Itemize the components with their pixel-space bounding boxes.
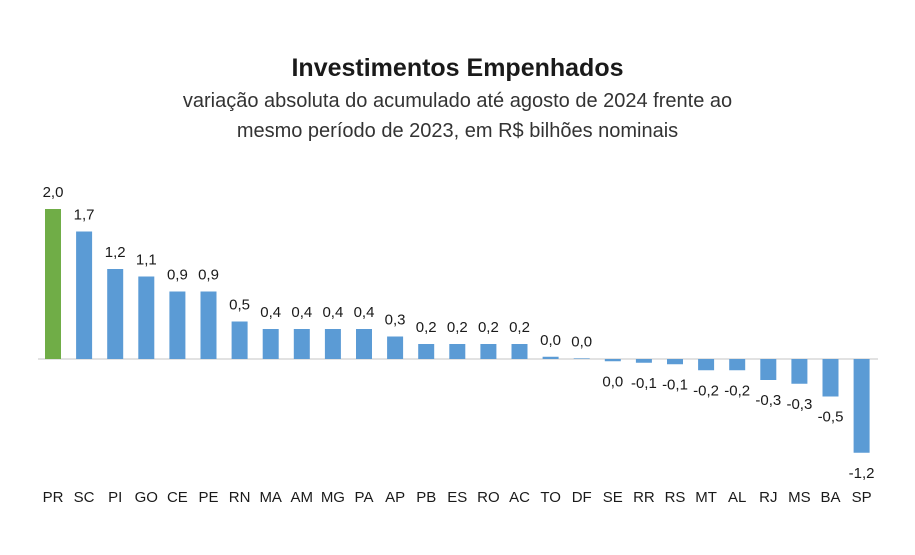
- category-label-pa: PA: [355, 489, 374, 506]
- category-label-pe: PE: [198, 489, 218, 506]
- category-label-sp: SP: [852, 489, 872, 506]
- bar-ms: [791, 359, 808, 384]
- data-label-ma: 0,4: [260, 304, 281, 321]
- bar-mg: [324, 329, 341, 359]
- bar-pe: [200, 291, 217, 359]
- data-label-to: 0,0: [540, 332, 561, 349]
- category-label-sc: SC: [74, 489, 95, 506]
- bar-am: [293, 329, 310, 359]
- category-label-ro: RO: [477, 489, 500, 506]
- bar-ba: [822, 359, 839, 397]
- data-label-rj: -0,3: [755, 392, 781, 409]
- bar-pr: [45, 209, 61, 359]
- data-label-sc: 1,7: [74, 207, 95, 224]
- category-label-pr: PR: [43, 489, 64, 506]
- chart-title: Investimentos Empenhados: [291, 54, 624, 82]
- bar-ac: [511, 344, 528, 359]
- data-label-pi: 1,2: [105, 244, 126, 261]
- data-label-mt: -0,2: [693, 382, 719, 399]
- data-label-al: -0,2: [724, 382, 750, 399]
- category-label-rj: RJ: [759, 489, 777, 506]
- data-label-ap: 0,3: [385, 312, 406, 329]
- bar-go: [138, 276, 155, 359]
- category-label-es: ES: [447, 489, 467, 506]
- bar-ap: [387, 336, 404, 359]
- bar-rn: [231, 321, 248, 359]
- category-label-df: DF: [572, 489, 592, 506]
- data-label-ro: 0,2: [478, 319, 499, 336]
- data-label-am: 0,4: [291, 304, 312, 321]
- bar-al: [729, 359, 746, 371]
- bar-se: [604, 359, 621, 362]
- category-label-ma: MA: [259, 489, 282, 506]
- category-label-ce: CE: [167, 489, 188, 506]
- category-label-rr: RR: [633, 489, 655, 506]
- data-label-se: 0,0: [602, 373, 623, 390]
- data-label-rs: -0,1: [662, 376, 688, 393]
- bar-to: [542, 356, 559, 359]
- category-label-rs: RS: [665, 489, 686, 506]
- category-label-al: AL: [728, 489, 746, 506]
- data-label-pr: 2,0: [43, 184, 64, 201]
- bar-es: [449, 344, 466, 359]
- category-label-pb: PB: [416, 489, 436, 506]
- bar-pi: [107, 269, 124, 359]
- data-label-ms: -0,3: [786, 396, 812, 413]
- bar-sp: [853, 359, 870, 453]
- category-label-pi: PI: [108, 489, 122, 506]
- chart-subtitle-line-1: variação absoluta do acumulado até agost…: [182, 90, 733, 112]
- category-label-ms: MS: [788, 489, 811, 506]
- data-label-df: 0,0: [571, 333, 592, 350]
- data-label-pa: 0,4: [354, 304, 375, 321]
- data-label-ac: 0,2: [509, 319, 530, 336]
- category-label-ac: AC: [509, 489, 530, 506]
- bar-ro: [480, 344, 497, 359]
- bar-ce: [169, 291, 186, 359]
- category-label-ap: AP: [385, 489, 405, 506]
- bar-rs: [667, 359, 683, 365]
- data-label-pb: 0,2: [416, 319, 437, 336]
- category-label-mt: MT: [695, 489, 717, 506]
- bar-rr: [635, 359, 652, 363]
- category-label-mg: MG: [321, 489, 345, 506]
- data-label-pe: 0,9: [198, 267, 219, 284]
- bar-pb: [418, 344, 435, 359]
- category-label-se: SE: [603, 489, 623, 506]
- bar-pa: [356, 329, 372, 359]
- data-label-sp: -1,2: [849, 465, 875, 482]
- category-label-go: GO: [135, 489, 158, 506]
- data-label-ba: -0,5: [818, 409, 844, 426]
- category-label-ba: BA: [820, 489, 840, 506]
- data-label-ce: 0,9: [167, 267, 188, 284]
- category-label-rn: RN: [229, 489, 251, 506]
- chart-subtitle-line-2: mesmo período de 2023, em R$ bilhões nom…: [236, 120, 679, 142]
- data-label-mg: 0,4: [322, 304, 343, 321]
- bar-mt: [698, 359, 715, 371]
- category-label-to: TO: [540, 489, 561, 506]
- data-label-go: 1,1: [136, 252, 157, 269]
- bar-df: [573, 358, 590, 359]
- data-label-rn: 0,5: [229, 297, 250, 314]
- bar-sc: [76, 231, 93, 359]
- bar-rj: [760, 359, 777, 380]
- bar-ma: [262, 329, 279, 359]
- data-label-es: 0,2: [447, 319, 468, 336]
- category-label-am: AM: [291, 489, 314, 506]
- data-label-rr: -0,1: [631, 375, 657, 392]
